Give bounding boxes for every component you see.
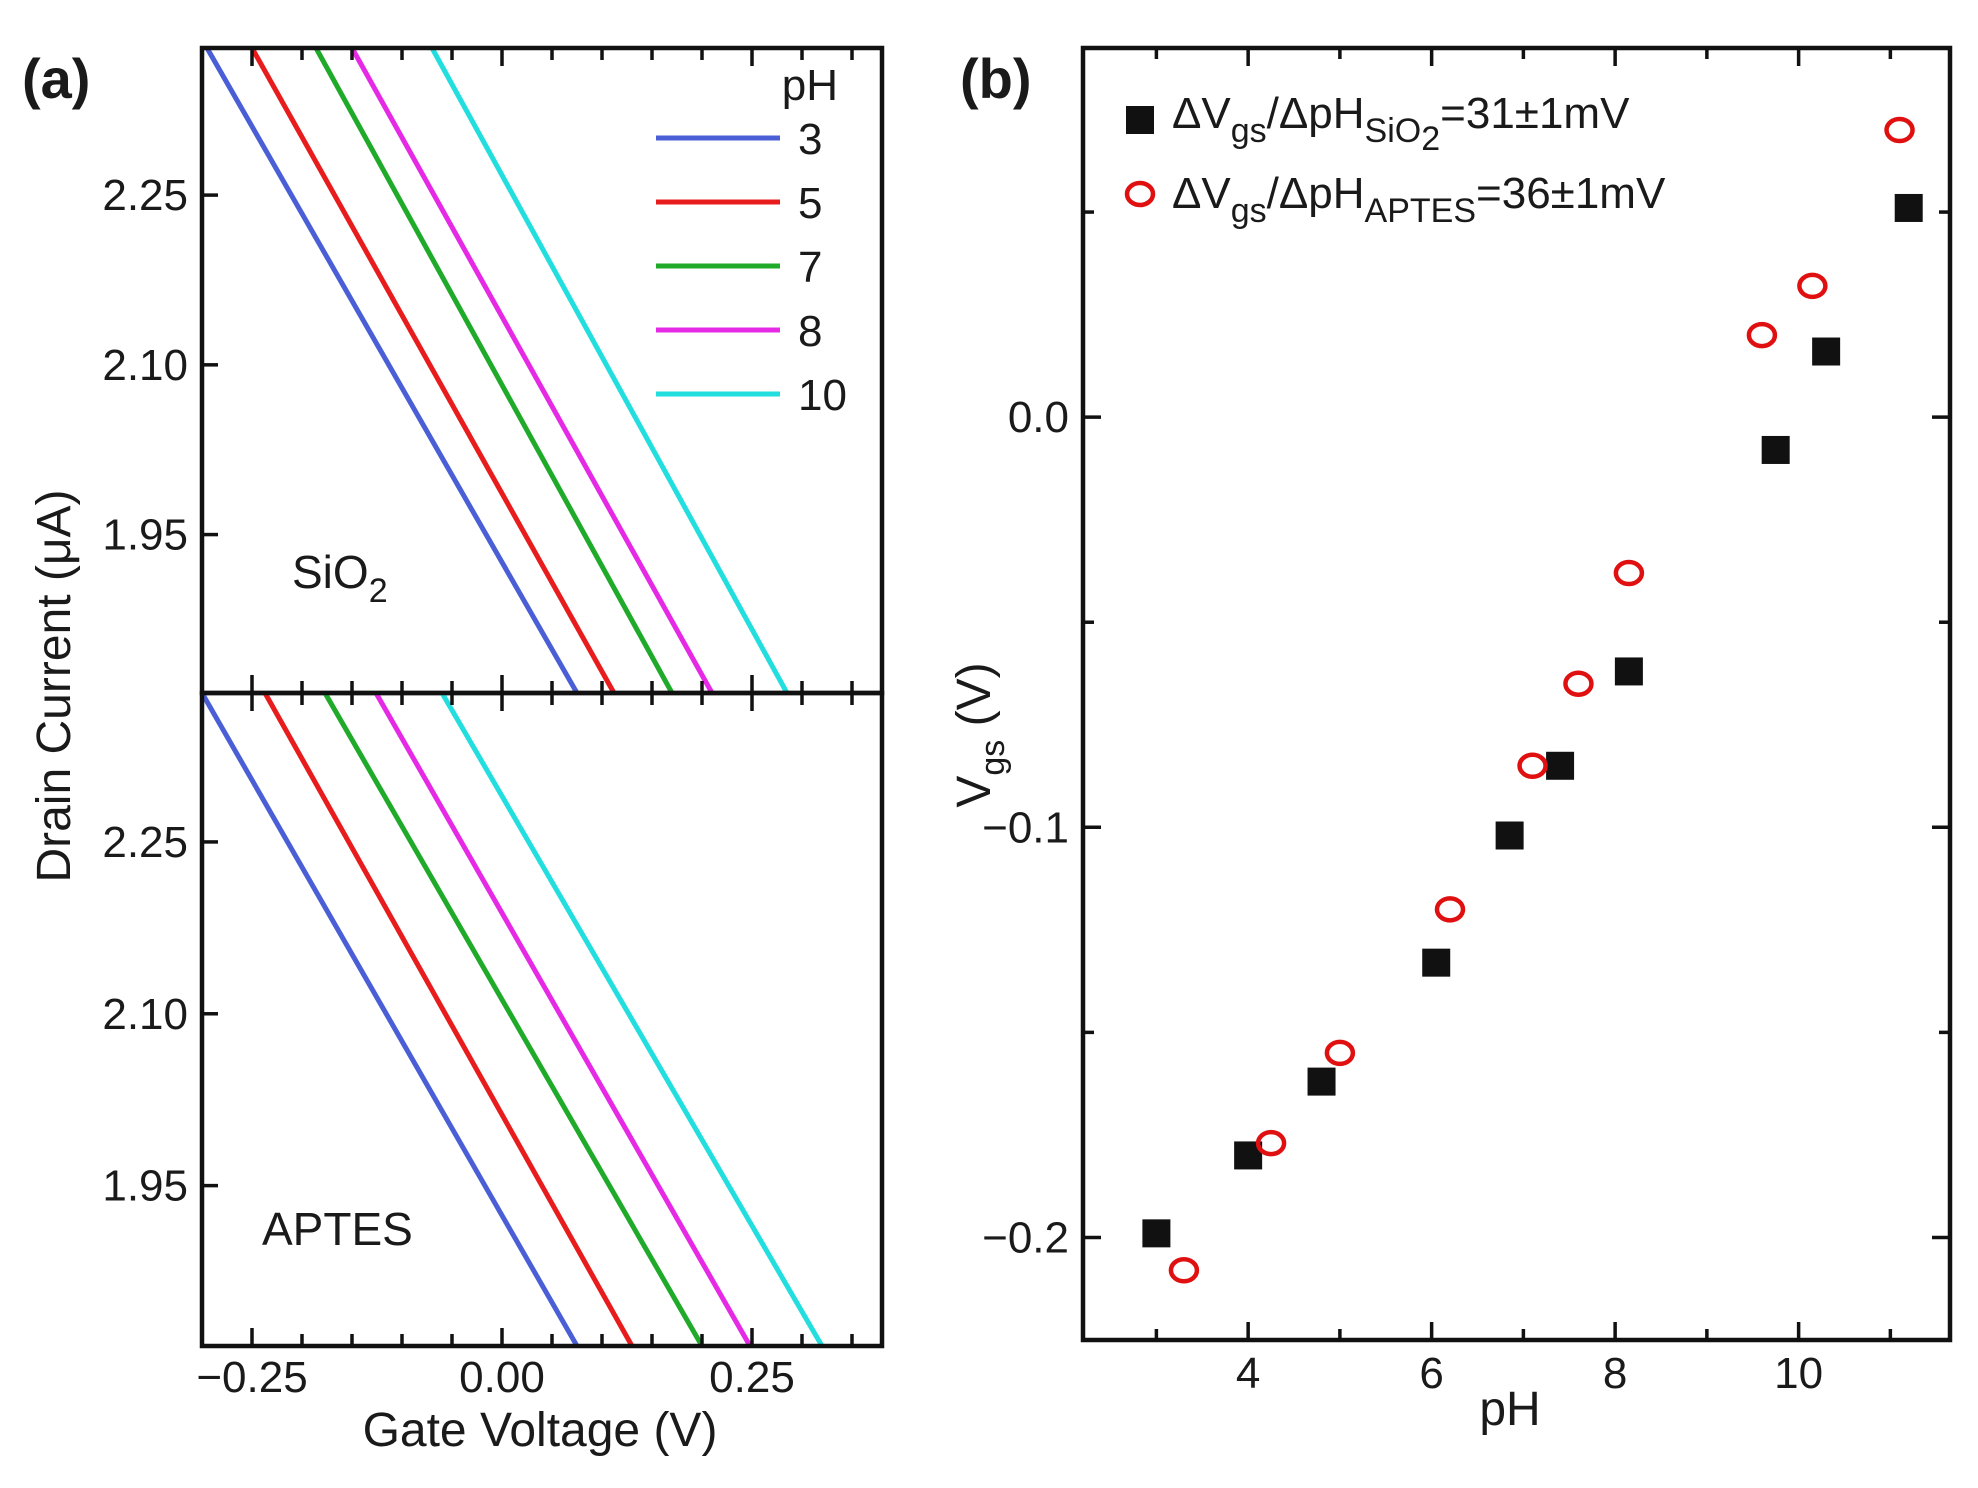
legend-text-part: =36±1mV bbox=[1476, 169, 1666, 218]
iv-line-aptes-ph-3 bbox=[202, 693, 580, 1346]
panel-b-vgs-vs-ph: (b) 4 6 8 10−0.2−0.10.0 ΔVgs/ΔpHSiO2=31±1mV… bbox=[948, 45, 1953, 1436]
ph-legend: pH 3 5 7 8 10 bbox=[656, 61, 847, 420]
point-aptes bbox=[1613, 559, 1645, 587]
point-sio2 bbox=[1142, 1219, 1171, 1248]
legend-text-part: =31±1mV bbox=[1440, 89, 1630, 138]
legend-text-part: /ΔpH bbox=[1267, 169, 1365, 218]
iv-line-sio2-ph-3 bbox=[204, 48, 580, 693]
x-axis-label-gate-voltage: Gate Voltage (V) bbox=[363, 1404, 718, 1457]
legend-label-ph-3: 3 bbox=[798, 115, 822, 164]
y-tick-label-aptes: 1.95 bbox=[102, 1162, 188, 1211]
subplot-aptes: 1.95 2.10 2.25 APTES bbox=[102, 690, 885, 1349]
point-sio2 bbox=[1761, 435, 1790, 464]
legend-label-ph-7: 7 bbox=[798, 243, 822, 292]
x-tick-label-ph: 8 bbox=[1603, 1349, 1627, 1398]
y-tick-label-sio2: 2.10 bbox=[102, 341, 188, 390]
legend-label-ph-5: 5 bbox=[798, 179, 822, 228]
y-tick-label-aptes: 2.10 bbox=[102, 990, 188, 1039]
iv-line-sio2-ph-8 bbox=[349, 48, 715, 693]
plot-frame-vgs bbox=[1080, 45, 1953, 1343]
x-tick-label-gate-voltage: 0.25 bbox=[709, 1353, 795, 1402]
annotation-sio2: SiO2 bbox=[292, 546, 388, 610]
y-axis-label-drain-current: Drain Current (μA) bbox=[28, 489, 81, 882]
x-axis-label-ph: pH bbox=[1479, 1383, 1540, 1436]
point-sio2 bbox=[1812, 337, 1841, 366]
iv-line-sio2-ph-5 bbox=[249, 48, 617, 693]
legend-text-part: APTES bbox=[1365, 192, 1476, 230]
annotation-aptes: APTES bbox=[262, 1203, 413, 1255]
iv-line-aptes-ph-7 bbox=[322, 693, 705, 1346]
x-tick-label-gate-voltage: −0.25 bbox=[196, 1353, 307, 1402]
x-tick-label-ph: 4 bbox=[1236, 1349, 1260, 1398]
annotation-sio2-main: SiO bbox=[292, 546, 369, 598]
y-tick-label-vgs: −0.2 bbox=[982, 1213, 1069, 1262]
legend-text-part: SiO bbox=[1365, 112, 1422, 150]
y-axis-label-vgs-sub: gs bbox=[974, 740, 1012, 776]
legend-label-aptes: ΔVgs/ΔpHAPTES=36±1mV bbox=[1172, 169, 1666, 230]
iv-line-sio2-ph-7 bbox=[313, 48, 675, 693]
subplot-sio2: 1.95 2.10 2.25 SiO2 bbox=[102, 45, 885, 696]
point-sio2 bbox=[1495, 821, 1524, 850]
legend-text-part: ΔV bbox=[1172, 89, 1231, 138]
y-tick-label-vgs: −0.1 bbox=[982, 803, 1069, 852]
legend-marker-aptes bbox=[1124, 180, 1156, 208]
legend-text-part: ΔV bbox=[1172, 169, 1231, 218]
panel-b-label: (b) bbox=[960, 47, 1032, 110]
legend-text-part: gs bbox=[1231, 112, 1267, 150]
y-axis-label-vgs: Vgs (V) bbox=[948, 662, 1012, 807]
point-sio2 bbox=[1422, 948, 1451, 977]
iv-line-aptes-ph-5 bbox=[262, 693, 635, 1346]
y-axis-label-vgs-unit: (V) bbox=[948, 662, 1001, 739]
point-aptes bbox=[1324, 1039, 1356, 1067]
annotation-sio2-sub: 2 bbox=[369, 572, 388, 610]
panel-a-iv-curves: (a) 1.95 2.10 2.25 SiO2 1.95 2.10 2.25 APTES p… bbox=[22, 45, 885, 1457]
point-aptes bbox=[1746, 321, 1778, 349]
y-tick-label-sio2: 2.25 bbox=[102, 171, 188, 220]
iv-line-sio2-ph-10 bbox=[429, 48, 790, 693]
panel-a-label: (a) bbox=[22, 47, 90, 110]
point-aptes bbox=[1168, 1257, 1200, 1284]
y-tick-label-vgs: 0.0 bbox=[1008, 393, 1069, 442]
legend-label-sio2: ΔVgs/ΔpHSiO2=31±1mV bbox=[1172, 89, 1630, 158]
y-axis-label-vgs-main: V bbox=[948, 776, 1001, 808]
point-sio2 bbox=[1894, 193, 1923, 222]
point-aptes bbox=[1255, 1129, 1287, 1157]
legend-title-ph: pH bbox=[782, 61, 838, 110]
point-aptes bbox=[1884, 116, 1915, 144]
legend-text-part: 2 bbox=[1421, 120, 1440, 158]
point-aptes bbox=[1434, 896, 1466, 923]
point-sio2 bbox=[1546, 751, 1575, 780]
point-sio2 bbox=[1307, 1067, 1336, 1096]
point-aptes bbox=[1563, 670, 1594, 697]
x-tick-label-ph: 6 bbox=[1419, 1349, 1443, 1398]
y-tick-label-aptes: 2.25 bbox=[102, 818, 188, 867]
point-sio2 bbox=[1614, 657, 1643, 686]
legend-label-ph-8: 8 bbox=[798, 307, 822, 356]
legend-marker-sio2 bbox=[1126, 106, 1154, 134]
x-tick-label-ph: 10 bbox=[1774, 1349, 1823, 1398]
point-aptes bbox=[1517, 752, 1548, 780]
legend-text-part: /ΔpH bbox=[1267, 89, 1365, 138]
plot-frame-aptes bbox=[199, 690, 885, 1349]
point-aptes bbox=[1797, 272, 1828, 300]
iv-line-aptes-ph-10 bbox=[439, 693, 825, 1346]
scatter-plot-area: 4 6 8 10 −0.2 −0.1 0.0 bbox=[982, 45, 1953, 1398]
legend-text-part: gs bbox=[1231, 192, 1267, 230]
x-tick-label-gate-voltage: 0.00 bbox=[459, 1353, 545, 1402]
iv-line-aptes-ph-8 bbox=[373, 693, 753, 1346]
y-tick-label-sio2: 1.95 bbox=[102, 511, 188, 560]
legend-label-ph-10: 10 bbox=[798, 371, 847, 420]
annotation-aptes-main: APTES bbox=[262, 1203, 413, 1255]
